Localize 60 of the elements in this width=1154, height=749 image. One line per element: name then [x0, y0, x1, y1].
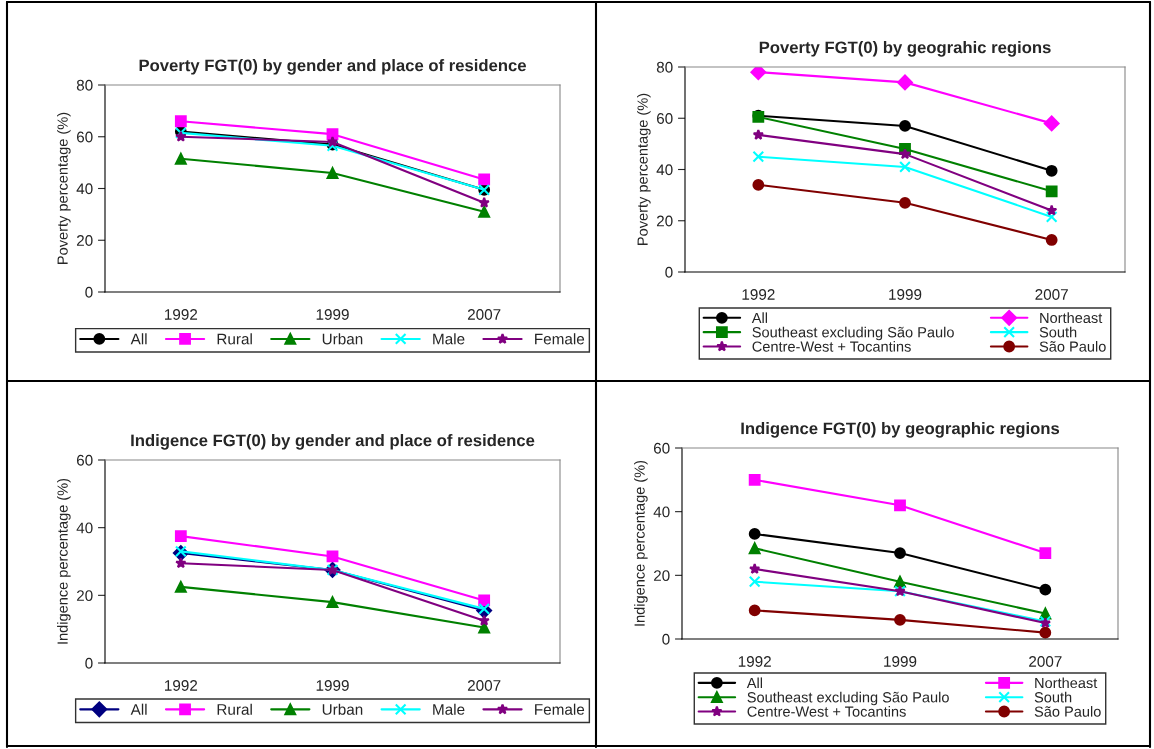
- y-tick-label: 0: [665, 266, 673, 278]
- y-axis-title: Indigence percentage (%): [634, 460, 648, 626]
- x-tick-label: 2007: [467, 309, 501, 320]
- y-tick-label: 20: [76, 235, 93, 246]
- y-axis-title: Poverty percentage (%): [57, 112, 71, 264]
- y-tick-label: 80: [76, 79, 93, 91]
- legend-label: South: [1039, 326, 1077, 338]
- legend-label: Southeast excluding São Paulo: [752, 326, 954, 341]
- y-tick-label: 0: [85, 657, 93, 669]
- legend-label: All: [751, 312, 768, 323]
- chart-title: Poverty FGT(0) by geograhic regions: [759, 41, 1051, 57]
- y-tick-label: 20: [653, 570, 670, 582]
- y-tick-label: 80: [656, 61, 673, 73]
- x-tick-label: 1992: [742, 289, 775, 300]
- y-tick-label: 0: [662, 633, 670, 645]
- x-tick-label: 1992: [165, 680, 198, 691]
- chart-title: Poverty FGT(0) by gender and place of residence: [139, 59, 526, 75]
- y-tick-label: 20: [76, 590, 93, 602]
- x-tick-label: 1999: [884, 656, 917, 667]
- legend-label: All: [130, 703, 147, 715]
- x-tick-label: 1999: [316, 680, 349, 691]
- legend-label: Rural: [217, 333, 252, 345]
- x-tick-label: 1992: [738, 656, 771, 667]
- y-tick-label: 40: [76, 183, 93, 195]
- legend-label: Southeast excluding São Paulo: [747, 691, 949, 706]
- legend-label: South: [1034, 691, 1072, 703]
- x-tick-label: 2007: [1035, 289, 1068, 300]
- legend-label: Northeast: [1040, 312, 1103, 324]
- y-tick-label: 40: [656, 164, 673, 176]
- legend-label: Female: [535, 333, 585, 345]
- chart-title: Indigence FGT(0) by geographic regions: [741, 422, 1060, 438]
- legend-label: Northeast: [1035, 677, 1098, 689]
- y-axis-title: Poverty percentage (%): [637, 93, 651, 245]
- legend-label: Urban: [322, 333, 363, 345]
- legend-label: All: [130, 333, 147, 345]
- y-tick-label: 60: [76, 131, 93, 143]
- y-tick-label: 20: [656, 215, 673, 227]
- legend-label: Centre-West + Tocantins: [752, 341, 911, 352]
- chart-title: Indigence FGT(0) by gender and place of residence: [131, 434, 535, 450]
- x-tick-label: 1992: [165, 309, 198, 320]
- legend-label: São Paulo: [1039, 341, 1106, 352]
- legend-label: All: [746, 677, 763, 688]
- y-tick-label: 60: [653, 442, 670, 454]
- legend-label: Male: [433, 703, 465, 715]
- y-tick-label: 40: [653, 506, 670, 518]
- y-axis-title: Indigence percentage (%): [57, 478, 71, 644]
- legend-label: Female: [535, 703, 585, 715]
- x-tick-label: 1999: [889, 289, 922, 300]
- x-tick-label: 1999: [316, 309, 349, 320]
- y-tick-label: 60: [656, 113, 673, 124]
- x-tick-label: 2007: [1029, 656, 1062, 667]
- legend-label: Rural: [217, 703, 252, 715]
- legend-label: Centre-West + Tocantins: [747, 706, 906, 717]
- y-tick-label: 40: [76, 522, 93, 534]
- legend-label: Male: [433, 333, 465, 345]
- legend-label: São Paulo: [1034, 706, 1101, 717]
- y-tick-label: 60: [76, 454, 93, 466]
- x-tick-label: 2007: [467, 680, 501, 691]
- y-tick-label: 0: [85, 286, 93, 298]
- legend-label: Urban: [322, 703, 363, 715]
